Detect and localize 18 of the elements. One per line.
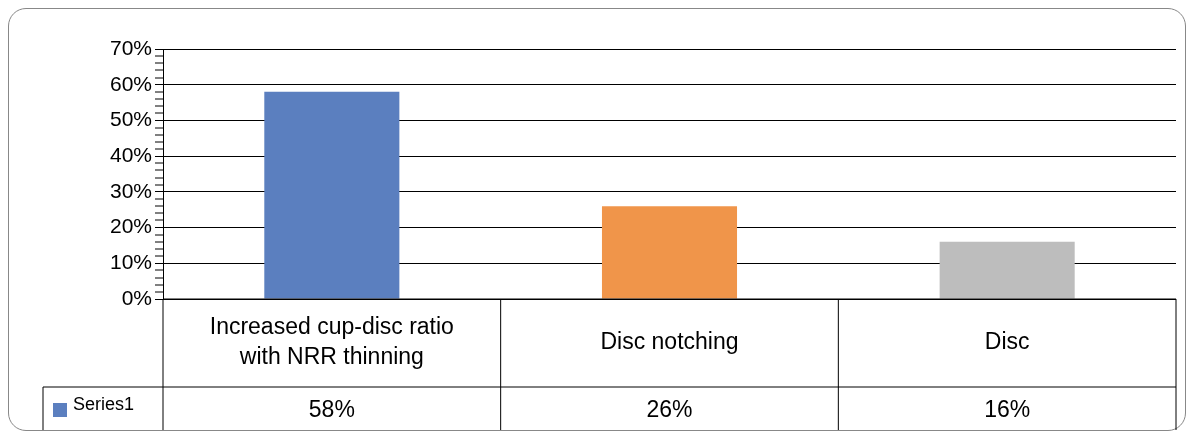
data-label: 26% [646,396,693,423]
y-tick-label: 20% [109,214,152,238]
y-tick-label: 40% [109,142,152,166]
y-tick-label: 30% [109,178,152,202]
x-tick-label: Increased cup-disc ratio with NRR thinning [209,313,454,370]
data-label: 16% [984,396,1031,423]
x-tick-label: Disc notching [600,328,739,355]
bar [601,206,738,299]
y-tick-label: 0% [121,285,152,309]
y-tick-label: 50% [109,107,152,131]
y-tick-label: 70% [109,35,152,59]
bar [264,91,400,299]
legend-label: Series1 [73,393,135,414]
y-tick-label: 10% [109,250,152,274]
y-tick-label: 60% [109,71,152,95]
data-label: 58% [308,396,355,423]
x-tick-label: Disc [984,328,1030,355]
bar [939,241,1075,299]
